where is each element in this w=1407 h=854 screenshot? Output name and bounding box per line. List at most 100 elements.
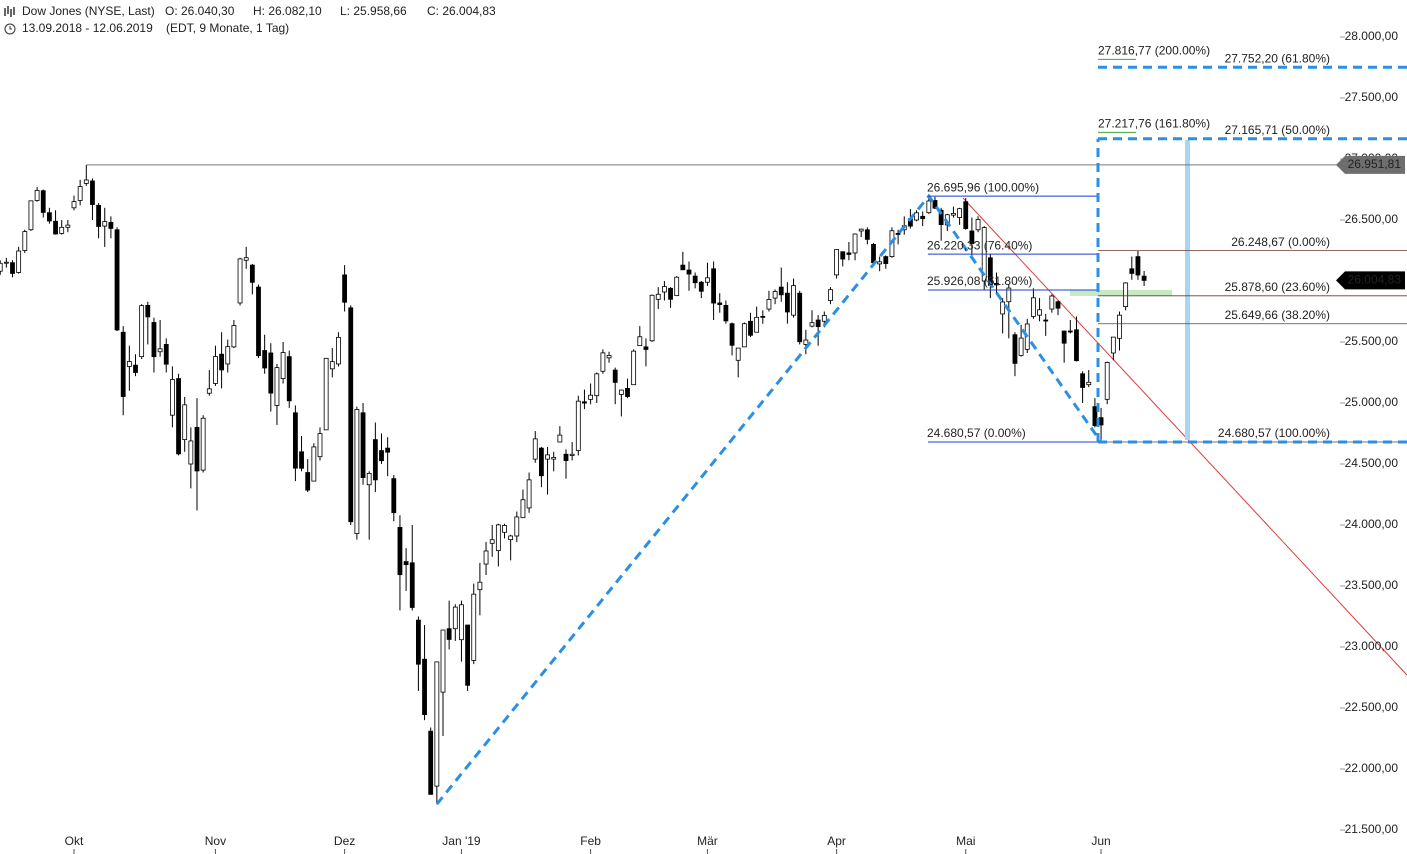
- candle-body: [495, 524, 501, 552]
- candle-body: [102, 221, 108, 227]
- candle-body: [397, 527, 403, 576]
- candle-body: [754, 316, 760, 333]
- x-tick-label: Nov: [205, 834, 226, 848]
- candle-body: [366, 472, 372, 486]
- candle-body: [1031, 297, 1036, 317]
- candle-body: [618, 389, 624, 395]
- candle-body: [182, 404, 188, 440]
- quote-low: L: 25.958,66: [340, 4, 407, 18]
- candle-body: [206, 388, 212, 394]
- candle-body: [1061, 330, 1067, 344]
- x-tick-label: Jun: [1091, 834, 1110, 848]
- candle-body: [465, 624, 471, 686]
- candle-body: [772, 291, 778, 299]
- y-tick-label: 22.500,00: [1345, 700, 1399, 714]
- candle-body: [336, 336, 341, 365]
- candle-body: [686, 269, 692, 275]
- candle-body: [1037, 309, 1042, 316]
- candle-body: [1006, 287, 1012, 303]
- candle-body: [680, 264, 686, 271]
- candle-body: [532, 438, 538, 460]
- candle-body: [176, 378, 181, 455]
- candle-body: [883, 256, 889, 264]
- candle-body: [53, 220, 58, 235]
- candle-body: [760, 315, 766, 318]
- candle-body: [342, 274, 348, 303]
- candle-body: [520, 499, 526, 519]
- candle-body: [274, 367, 280, 406]
- candle-body: [415, 619, 421, 665]
- date-range: 13.09.2018 - 12.06.2019: [22, 21, 153, 35]
- y-tick-label: 25.500,00: [1345, 334, 1399, 348]
- fib-label: 26.695,96 (100.00%): [927, 180, 1039, 194]
- candle-body: [895, 233, 901, 235]
- candle-body: [231, 325, 237, 348]
- candle-body: [834, 249, 839, 276]
- candle-body: [600, 352, 606, 372]
- candle-body: [409, 562, 415, 608]
- candle-body: [360, 412, 366, 478]
- candle-body: [785, 292, 790, 313]
- candle-body: [951, 213, 956, 216]
- candle-body: [422, 658, 427, 715]
- fib-label: 25.926,08 (61.80%): [927, 274, 1032, 288]
- highlight-zone: [1070, 290, 1172, 296]
- candle-body: [588, 394, 593, 400]
- candle-body: [840, 251, 846, 260]
- candle-body: [1117, 314, 1122, 339]
- candle-body: [569, 453, 575, 456]
- candle-body: [1086, 381, 1092, 386]
- fib-label: 24.680,57 (0.00%): [927, 426, 1026, 440]
- candle-body: [440, 629, 446, 693]
- candle-body: [348, 307, 354, 523]
- candle-body: [169, 379, 175, 416]
- candle-body: [692, 275, 698, 284]
- candle-body: [317, 433, 323, 458]
- x-tick-label: Feb: [580, 834, 601, 848]
- candle-body: [975, 218, 981, 231]
- candle-body: [502, 525, 507, 533]
- candle-body: [256, 286, 261, 357]
- candle-body: [969, 230, 975, 244]
- candle-body: [828, 289, 833, 301]
- candle-body: [249, 264, 255, 283]
- candle-body: [1067, 330, 1073, 333]
- candle-body: [803, 339, 809, 345]
- candle-body: [483, 550, 489, 565]
- candle-body: [1049, 295, 1055, 310]
- y-tick-label: 28.000,00: [1345, 29, 1399, 43]
- candle-body: [778, 286, 784, 296]
- candle-body: [372, 439, 378, 481]
- x-tick-label: Apr: [827, 834, 846, 848]
- candle-body: [1123, 282, 1129, 308]
- candle-body: [612, 369, 618, 383]
- candle-body: [151, 322, 157, 358]
- candle-body: [539, 447, 544, 477]
- candle-body: [403, 561, 409, 566]
- candle-body: [299, 451, 304, 469]
- candle-body: [649, 294, 655, 342]
- candle-body: [735, 347, 741, 361]
- candle-body: [545, 454, 550, 460]
- candle-body: [606, 355, 612, 359]
- candle-body: [145, 304, 151, 318]
- candle-body: [1080, 373, 1085, 388]
- fib-label: 25.649,66 (38.20%): [1225, 308, 1330, 322]
- candle-body: [139, 305, 145, 358]
- fib-label: 26.248,67 (0.00%): [1231, 235, 1330, 249]
- candle-body: [655, 293, 661, 300]
- price-tag: [1336, 271, 1405, 290]
- fib-label: 25.878,60 (23.60%): [1225, 280, 1330, 294]
- extension-label: 27.217,76 (161.80%): [1098, 117, 1210, 131]
- target-bar: [1185, 140, 1190, 440]
- candle-body: [864, 229, 870, 240]
- candle-body: [385, 447, 391, 453]
- candle-body: [477, 581, 483, 591]
- candle-body: [846, 252, 852, 255]
- candle-body: [963, 201, 969, 229]
- x-tick-label: Jan '19: [442, 834, 481, 848]
- candle-body: [1135, 256, 1141, 276]
- candle-body: [858, 228, 864, 232]
- candle-body: [459, 604, 464, 641]
